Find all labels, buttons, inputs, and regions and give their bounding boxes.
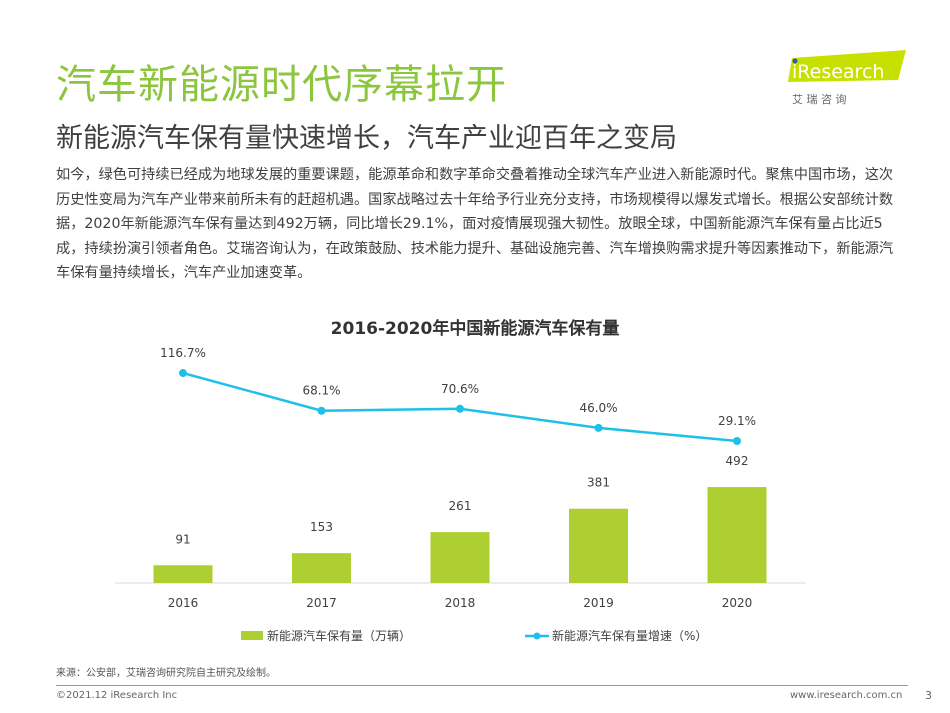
line-point-2018 xyxy=(456,404,464,413)
x-tick-2016: 2016 xyxy=(168,596,199,610)
line-point-2020 xyxy=(733,437,741,445)
iresearch-logo: iResearch 艾 瑞 咨 询 xyxy=(788,50,906,106)
legend-line-marker xyxy=(533,632,541,640)
bar-label-2018: 261 xyxy=(449,499,472,513)
svg-text:艾 瑞 咨 询: 艾 瑞 咨 询 xyxy=(792,92,847,106)
bar-label-2016: 91 xyxy=(175,532,190,546)
footer-divider xyxy=(56,685,908,686)
bar-label-2020: 492 xyxy=(726,454,749,468)
bar-2016 xyxy=(153,565,213,583)
bar-2017 xyxy=(292,553,351,583)
svg-text:iResearch: iResearch xyxy=(792,61,884,83)
chart-title: 2016-2020年中国新能源汽车保有量 xyxy=(330,319,620,339)
x-tick-2020: 2020 xyxy=(722,596,753,610)
page-title: 汽车新能源时代序幕拉开 xyxy=(56,62,507,108)
line-label-2017: 68.1% xyxy=(302,384,340,398)
line-point-2019 xyxy=(594,423,603,432)
page-number: 3 xyxy=(925,689,932,702)
bar-2019 xyxy=(569,508,628,583)
line-label-2019: 46.0% xyxy=(579,401,617,415)
x-tick-2018: 2018 xyxy=(445,596,476,610)
copyright: ©2021.12 iResearch Inc xyxy=(56,690,178,701)
bar-label-2019: 381 xyxy=(587,476,610,490)
bar-2018 xyxy=(430,532,490,583)
legend-bar-label: 新能源汽车保有量（万辆） xyxy=(267,628,411,643)
source-note: 来源：公安部，艾瑞咨询研究院自主研究及绘制。 xyxy=(56,668,276,679)
website-link[interactable]: www.iresearch.com.cn xyxy=(790,690,903,701)
line-point-2016 xyxy=(179,369,187,378)
line-point-2017 xyxy=(317,406,326,415)
bar-label-2017: 153 xyxy=(310,520,333,534)
body-paragraph: 如今，绿色可持续已经成为地球发展的重要课题，能源革命和数字革命交叠着推动全球汽车… xyxy=(56,167,894,281)
legend-line-label: 新能源汽车保有量增速（%） xyxy=(552,628,707,643)
legend-bar-swatch xyxy=(241,631,263,640)
chart-area: 91 2016 153 2017 261 2018 381 2019 492 2020 116.7%… xyxy=(115,346,806,643)
line-label-2020: 29.1% xyxy=(718,414,756,428)
legend: 新能源汽车保有量（万辆） 新能源汽车保有量增速（%） xyxy=(241,628,707,643)
x-tick-2019: 2019 xyxy=(583,596,614,610)
bar-2020 xyxy=(707,487,767,583)
x-tick-2017: 2017 xyxy=(306,596,337,610)
page-subtitle: 新能源汽车保有量快速增长，汽车产业迎百年之变局 xyxy=(56,123,677,154)
line-label-2018: 70.6% xyxy=(441,382,479,396)
line-label-2016: 116.7% xyxy=(160,346,206,360)
